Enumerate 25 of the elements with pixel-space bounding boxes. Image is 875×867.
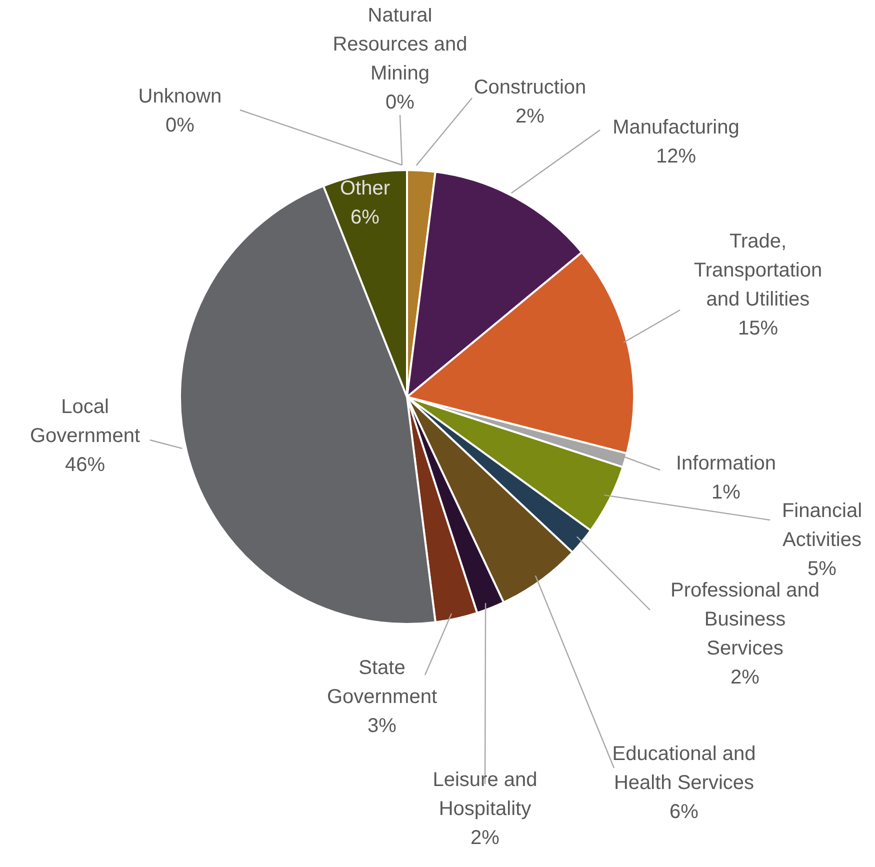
data-label: 5% bbox=[808, 558, 837, 580]
slice-label: Construction bbox=[474, 76, 586, 99]
slice-label: Manufacturing bbox=[612, 116, 740, 139]
data-label: 1% bbox=[712, 482, 741, 504]
slice-label: Other bbox=[340, 178, 390, 200]
slice-label: Financial Activities bbox=[782, 500, 862, 552]
slice-label: Educational and Health Services bbox=[612, 743, 756, 794]
text: 0% bbox=[386, 92, 414, 114]
slice-label: Professional and Business Services bbox=[670, 580, 820, 660]
category-label: Unknown bbox=[138, 86, 222, 108]
text: 0% bbox=[166, 114, 194, 137]
data-label: 6% bbox=[350, 206, 380, 229]
data-label: 12% bbox=[656, 146, 696, 168]
data-label: 6% bbox=[670, 801, 699, 824]
data-label: 2% bbox=[516, 106, 545, 128]
slice-label: Information bbox=[676, 452, 776, 475]
slice-label: Leisure and Hospitality bbox=[432, 769, 538, 820]
data-label: 3% bbox=[368, 715, 397, 738]
slice-label: Local Government bbox=[30, 396, 140, 448]
data-label: 2% bbox=[470, 827, 500, 850]
slice-label: Trade, Transportation and Utilities bbox=[694, 230, 822, 311]
data-label: 15% bbox=[738, 318, 778, 340]
data-label: 46% bbox=[64, 454, 106, 476]
data-label: 2% bbox=[730, 666, 760, 689]
slice-label: State Government bbox=[326, 657, 438, 708]
